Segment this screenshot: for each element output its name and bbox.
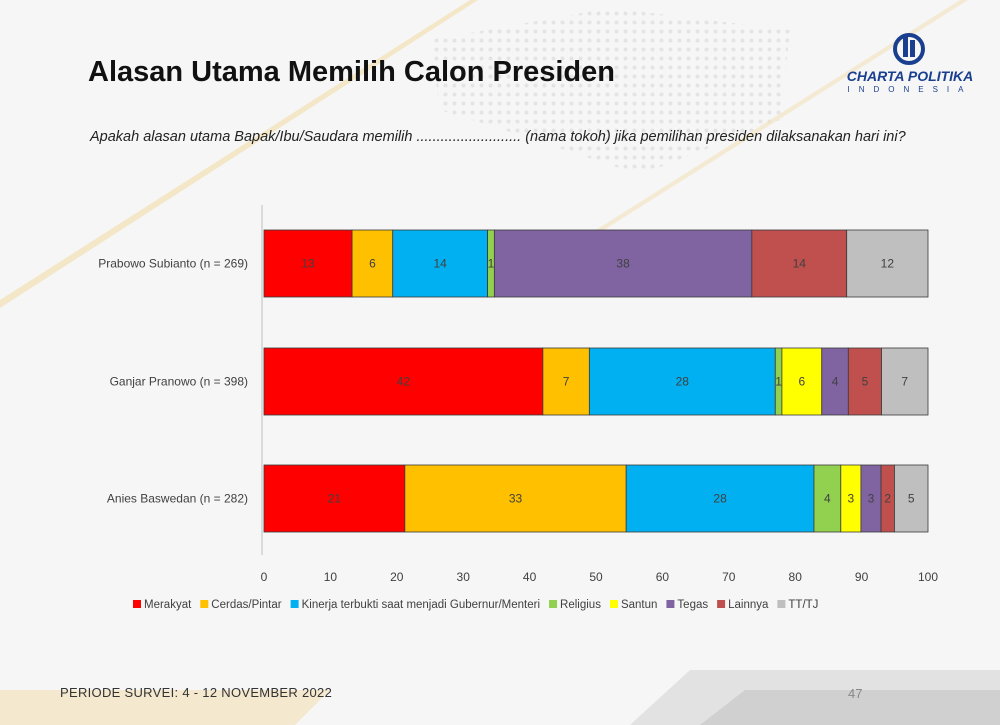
bar-segment — [404, 464, 627, 533]
legend-label: Lainnya — [728, 599, 769, 611]
x-tick-label: 60 — [656, 570, 670, 584]
bar-segment — [751, 229, 848, 298]
x-tick-label: 100 — [918, 570, 938, 584]
legend-swatch — [717, 600, 726, 608]
bar-segment — [821, 347, 849, 416]
bar-segment — [542, 347, 590, 416]
logo-subtitle: INDONESIA — [847, 85, 973, 94]
category-label: Ganjar Pranowo (n = 398) — [110, 375, 248, 389]
data-label: 7 — [901, 375, 908, 389]
data-label: 21 — [328, 492, 342, 506]
data-label: 6 — [369, 257, 376, 271]
legend-swatch — [666, 600, 675, 608]
data-label: 33 — [509, 492, 523, 506]
legend-swatch — [200, 600, 209, 608]
data-label: 3 — [868, 492, 875, 506]
bar-segment — [625, 464, 815, 533]
legend-label: Kinerja terbukti saat menjadi Gubernur/M… — [302, 599, 540, 611]
data-label: 5 — [908, 492, 915, 506]
bar-segment — [881, 347, 929, 416]
data-label: 3 — [848, 492, 855, 506]
legend-swatch — [609, 600, 618, 608]
data-label: 13 — [301, 257, 315, 271]
data-label: 28 — [713, 492, 727, 506]
slide-title: Alasan Utama Memilih Calon Presiden — [88, 56, 615, 88]
bar-segment — [781, 347, 823, 416]
x-tick-label: 0 — [261, 570, 268, 584]
legend-label: Tegas — [677, 599, 708, 611]
x-tick-label: 20 — [390, 570, 404, 584]
legend-swatch — [290, 600, 299, 608]
legend-label: Santun — [621, 599, 657, 611]
bar-segment — [493, 229, 753, 298]
survey-question: Apakah alasan utama Bapak/Ibu/Saudara me… — [90, 129, 906, 145]
data-label: 38 — [616, 257, 630, 271]
x-tick-label: 90 — [855, 570, 869, 584]
x-tick-label: 80 — [789, 570, 803, 584]
data-label: 42 — [397, 375, 411, 389]
data-label: 28 — [676, 375, 690, 389]
data-label: 4 — [824, 492, 831, 506]
charta-politika-logo: CHARTA POLITIKA INDONESIA — [826, 32, 994, 98]
x-tick-label: 70 — [722, 570, 736, 584]
data-label: 5 — [862, 375, 869, 389]
data-label: 1 — [775, 375, 782, 389]
logo-name: CHARTA POLITIKA — [846, 68, 974, 84]
page-number: 47 — [848, 686, 863, 701]
survey-period-footer: PERIODE SURVEI: 4 - 12 NOVEMBER 2022 — [60, 685, 333, 700]
legend-swatch — [133, 600, 141, 608]
bar-segment — [894, 464, 929, 533]
bar-segment — [263, 229, 353, 298]
x-tick-label: 30 — [457, 570, 471, 584]
data-label: 12 — [881, 257, 895, 271]
legend-swatch — [549, 600, 558, 608]
legend-label: Religius — [560, 599, 601, 611]
data-label: 14 — [793, 257, 807, 271]
data-label: 6 — [798, 375, 805, 389]
data-label: 2 — [884, 492, 891, 506]
x-tick-label: 50 — [589, 570, 603, 584]
legend-swatch — [777, 600, 786, 608]
data-label: 7 — [563, 375, 570, 389]
legend-label: Merakyat — [144, 599, 192, 611]
data-label: 1 — [488, 257, 495, 271]
bar-segment — [847, 347, 882, 416]
bar-segment — [263, 464, 406, 533]
charta-politika-logo-icon — [893, 33, 925, 65]
bar-segment — [263, 347, 544, 416]
data-label: 14 — [433, 257, 447, 271]
category-label: Prabowo Subianto (n = 269) — [98, 257, 248, 271]
bar-segment — [846, 229, 929, 298]
x-tick-label: 10 — [324, 570, 338, 584]
bar-segment — [351, 229, 394, 298]
x-tick-label: 40 — [523, 570, 537, 584]
bar-segment — [813, 464, 842, 533]
category-label: Anies Baswedan (n = 282) — [107, 492, 248, 506]
legend-label: TT/TJ — [788, 599, 818, 611]
data-label: 4 — [832, 375, 839, 389]
legend-label: Cerdas/Pintar — [211, 599, 281, 611]
bar-segment — [588, 347, 776, 416]
